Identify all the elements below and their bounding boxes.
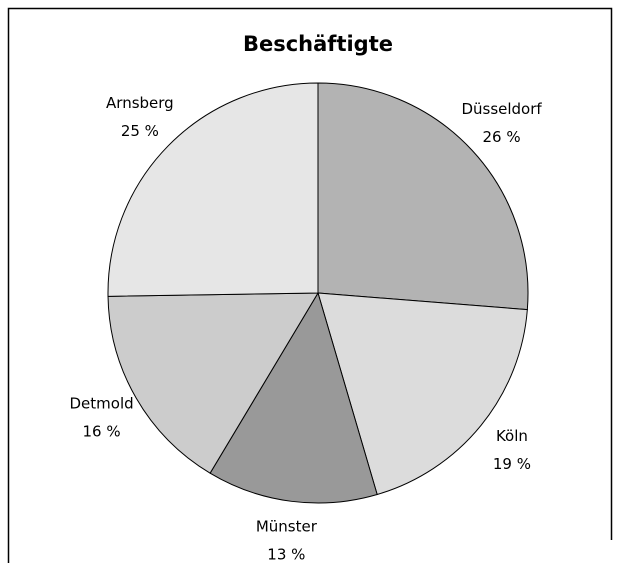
frame <box>7 7 613 563</box>
slice-value: 16 % <box>83 422 121 440</box>
pie-slice <box>317 292 528 496</box>
chart-title: Beschäftigte <box>243 32 393 56</box>
slice-value: 13 % <box>267 545 305 563</box>
slice-label: Detmold <box>70 394 134 412</box>
pie-slice <box>107 292 319 474</box>
slice-value: 19 % <box>493 455 531 473</box>
pie-slice <box>209 291 378 504</box>
slice-label: Münster <box>256 517 318 535</box>
slice-label: Köln <box>496 427 528 445</box>
slice-value: 26 % <box>483 128 521 146</box>
slice-value: 25 % <box>121 122 159 140</box>
pie-slice <box>107 82 319 297</box>
slice-label: Düsseldorf <box>461 100 542 118</box>
pie-slice <box>317 82 529 311</box>
slice-label: Arnsberg <box>106 94 174 112</box>
